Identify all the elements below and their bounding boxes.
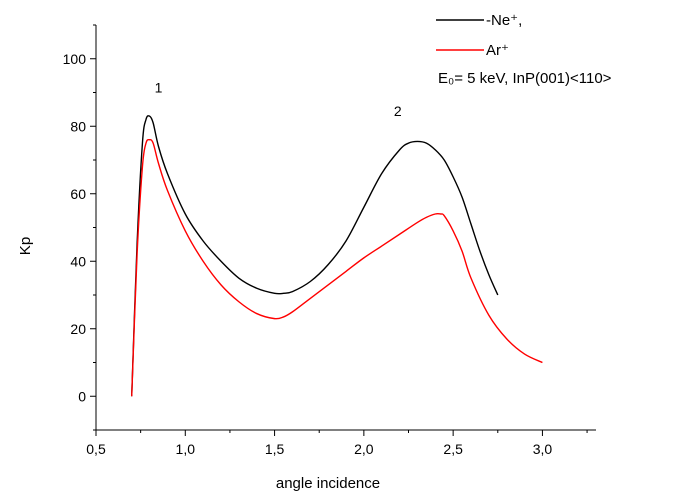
x-tick-label: 1,0 xyxy=(176,441,196,457)
x-ticks: 0,5 1,0 1,5 2,0 2,5 3,0 xyxy=(86,430,588,457)
legend: -Ne⁺, Ar⁺ E₀= 5 keV, InP(001)<110> xyxy=(436,12,612,87)
y-tick-label: 40 xyxy=(70,253,86,269)
y-tick-label: 20 xyxy=(70,321,86,337)
x-tick-label: 1,5 xyxy=(265,441,285,457)
y-ticks: 0 20 40 60 80 100 xyxy=(63,24,96,431)
legend-label-ar: Ar⁺ xyxy=(486,42,509,59)
peak-annotation-2: 2 xyxy=(394,103,402,119)
x-tick-label: 3,0 xyxy=(533,441,553,457)
y-axis-title: Kp xyxy=(17,237,34,255)
series-lines xyxy=(131,115,543,397)
x-tick-label: 0,5 xyxy=(86,441,106,457)
legend-note: E₀= 5 keV, InP(001)<110> xyxy=(438,70,612,87)
x-axis-title: angle incidence xyxy=(276,475,380,492)
series-line-ar xyxy=(131,138,543,397)
series-line-ne xyxy=(131,115,499,397)
y-tick-label: 80 xyxy=(70,118,86,134)
peak-annotation-1: 1 xyxy=(155,80,163,96)
x-tick-label: 2,5 xyxy=(443,441,463,457)
y-tick-label: 60 xyxy=(70,186,86,202)
y-tick-label: 100 xyxy=(63,51,87,67)
y-tick-label: 0 xyxy=(78,388,86,404)
x-tick-label: 2,0 xyxy=(354,441,374,457)
annotations: 12 xyxy=(155,80,402,120)
legend-label-ne: -Ne⁺, xyxy=(486,12,522,29)
